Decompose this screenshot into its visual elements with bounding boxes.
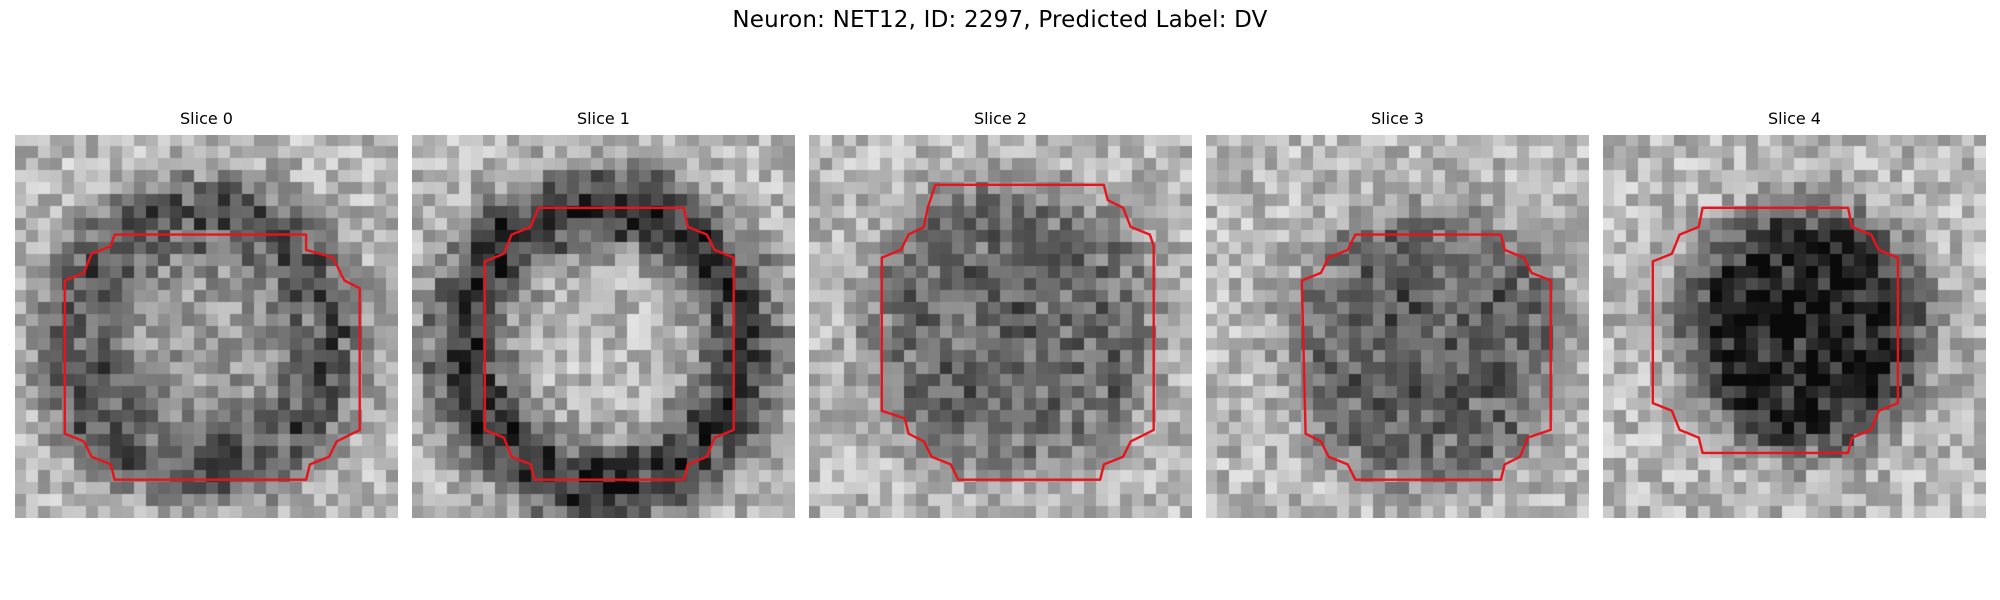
slice-title-1: Slice 1 (577, 109, 630, 128)
slice-image-1 (412, 135, 795, 518)
slice-image-2 (809, 135, 1192, 518)
slice-image-4 (1603, 135, 1986, 518)
figure-title: Neuron: NET12, ID: 2297, Predicted Label… (732, 7, 1268, 33)
slice-image-0 (15, 135, 398, 518)
slice-title-3: Slice 3 (1371, 109, 1424, 128)
slice-image-3 (1206, 135, 1589, 518)
slice-title-4: Slice 4 (1768, 109, 1821, 128)
slice-title-2: Slice 2 (974, 109, 1027, 128)
slice-title-0: Slice 0 (180, 109, 233, 128)
